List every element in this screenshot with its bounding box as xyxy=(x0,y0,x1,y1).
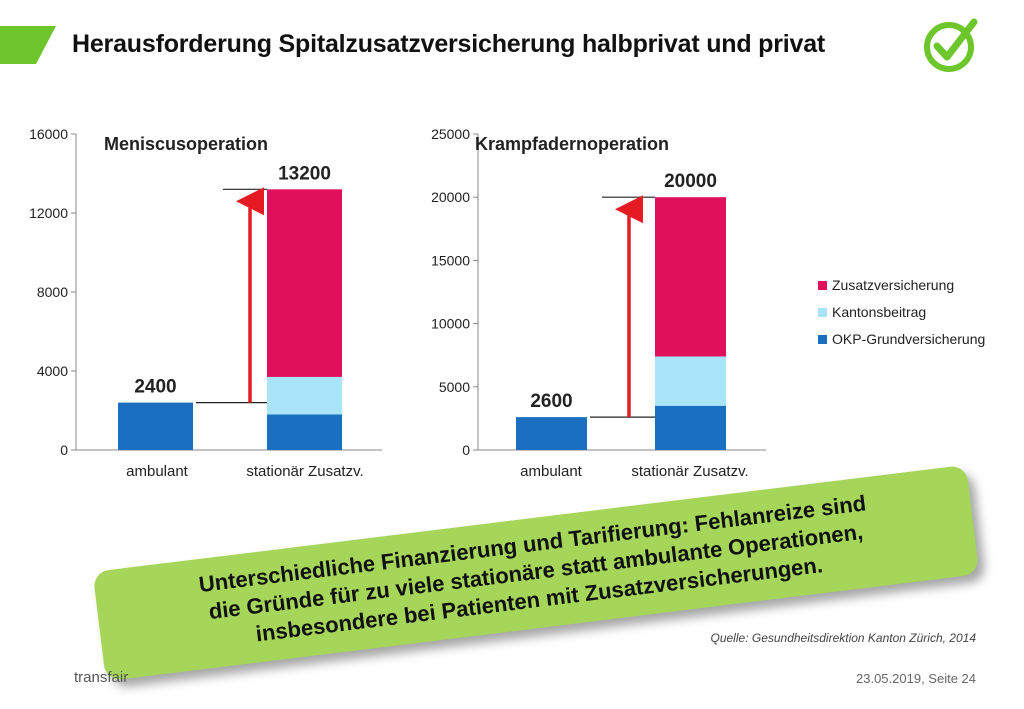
x-tick-label: stationär Zusatzv. xyxy=(631,463,748,480)
y-tick-label: 8000 xyxy=(37,284,68,300)
bar-segment xyxy=(516,417,587,450)
chart-title: Meniscusoperation xyxy=(104,134,268,154)
legend-swatch xyxy=(818,308,827,317)
footer-date-page: 23.05.2019, Seite 24 xyxy=(856,671,976,686)
legend-label: OKP-Grundversicherung xyxy=(832,331,985,347)
bar-segment xyxy=(655,405,726,450)
bar-segment xyxy=(267,376,342,415)
x-tick-label: stationär Zusatzv. xyxy=(246,463,363,480)
data-label: 2400 xyxy=(134,377,176,398)
x-tick-label: ambulant xyxy=(520,463,583,480)
x-tick-label: ambulant xyxy=(126,463,189,480)
y-tick-label: 0 xyxy=(462,442,470,458)
y-tick-label: 10000 xyxy=(431,316,470,332)
data-label: 13200 xyxy=(278,163,331,184)
chart-title: Krampfadernoperation xyxy=(475,134,669,154)
y-tick-label: 0 xyxy=(60,442,68,458)
y-tick-label: 15000 xyxy=(431,252,470,268)
brand-name: transfair xyxy=(74,669,129,686)
y-tick-label: 16000 xyxy=(29,126,68,142)
checkmark-icon xyxy=(924,18,978,72)
legend-swatch xyxy=(818,335,827,344)
bar-segment xyxy=(655,197,726,357)
data-label: 2600 xyxy=(530,391,572,412)
y-tick-label: 25000 xyxy=(431,126,470,142)
bar-segment xyxy=(267,189,342,377)
y-tick-label: 12000 xyxy=(29,205,68,221)
legend-label: Kantonsbeitrag xyxy=(832,304,926,320)
bar-segment xyxy=(267,414,342,450)
charts-area: 0 4000 8000 12000 16000 Meniscusoperation 2400… xyxy=(29,126,985,480)
bar-segment xyxy=(118,402,193,450)
y-tick-label: 4000 xyxy=(37,363,68,379)
bar-segment xyxy=(655,356,726,406)
source-note: Quelle: Gesundheitsdirektion Kanton Züri… xyxy=(710,631,977,645)
legend-label: Zusatzversicherung xyxy=(832,277,954,293)
data-label: 20000 xyxy=(664,171,717,192)
legend-swatch xyxy=(818,281,827,290)
y-tick-label: 20000 xyxy=(431,189,470,205)
page-title: Herausforderung Spitalzusatzversicherung… xyxy=(72,30,826,58)
green-tab-icon xyxy=(0,26,56,64)
y-tick-label: 5000 xyxy=(439,379,470,395)
